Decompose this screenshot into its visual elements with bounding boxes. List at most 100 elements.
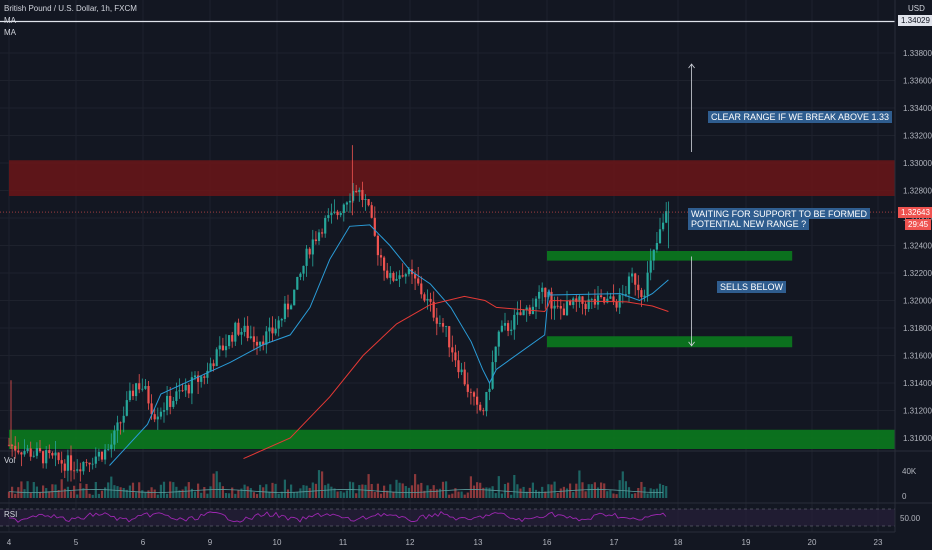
candle-body: [643, 295, 646, 298]
volume-bar: [500, 493, 503, 498]
candle-body: [376, 235, 379, 256]
volume-bar: [445, 481, 448, 498]
candle-body: [79, 469, 82, 472]
volume-bar: [175, 486, 178, 498]
currency-label[interactable]: USD: [908, 4, 925, 13]
volume-bar: [658, 483, 662, 498]
volume-bar: [228, 493, 231, 498]
volume-bar: [339, 491, 342, 498]
volume-bar: [491, 486, 494, 498]
candle-body: [559, 306, 562, 309]
candle-body: [634, 273, 637, 285]
candle-body: [125, 400, 128, 416]
candle-body: [20, 452, 23, 455]
volume-bar: [386, 490, 389, 498]
candle-body: [457, 360, 460, 373]
ma-indicator-label-1[interactable]: MA: [4, 16, 16, 25]
candle-body: [581, 296, 584, 304]
candle-body: [358, 189, 361, 193]
volume-bar: [404, 486, 407, 498]
volume-label[interactable]: Vol: [4, 456, 16, 465]
volume-bar: [395, 479, 398, 498]
price-tick-label: 1.32000: [903, 297, 932, 306]
candle-body: [311, 239, 314, 255]
candle-body: [429, 298, 432, 302]
rsi-label[interactable]: RSI: [4, 510, 18, 519]
time-axis: 4 5 6 9 10 11 12 13 16 17 18 19 20 23: [0, 531, 895, 547]
candle-body: [510, 329, 513, 331]
volume-bar: [534, 489, 538, 498]
volume-bar: [336, 491, 339, 498]
candle-body: [104, 449, 107, 460]
candle-body: [441, 323, 445, 327]
candle-body: [286, 303, 290, 310]
candle-body: [299, 273, 302, 277]
candle-body: [7, 444, 11, 446]
candle-body: [169, 395, 172, 407]
candle-body: [497, 331, 500, 347]
candle-body: [451, 347, 454, 353]
symbol-title: British Pound / U.S. Dollar, 1h, FXCM: [4, 4, 137, 13]
volume-bar: [166, 493, 169, 498]
candle-body: [66, 455, 69, 471]
volume-bar: [212, 473, 215, 498]
volume-bar: [544, 491, 547, 498]
price-tick-label: 1.33800: [903, 49, 932, 58]
volume-bar: [7, 491, 11, 498]
candle-body: [423, 294, 426, 301]
candle-body: [665, 211, 668, 223]
volume-bar: [20, 481, 23, 498]
candle-body: [69, 455, 73, 471]
candle-body: [352, 190, 355, 201]
candle-body: [259, 341, 262, 346]
candle-body: [262, 341, 265, 345]
current-price-tag: 1.32643: [898, 207, 932, 218]
volume-bar: [562, 486, 565, 498]
candle-body: [178, 390, 181, 392]
candle-body: [472, 392, 476, 397]
volume-bar: [11, 486, 14, 498]
candle-body: [575, 298, 578, 302]
volume-bar: [138, 482, 141, 498]
volume-bar: [290, 484, 293, 498]
price-tick-label: 1.32600: [903, 214, 932, 223]
volume-bar: [271, 482, 274, 498]
arrow-up-head: [688, 63, 695, 69]
volume-bar: [634, 493, 637, 498]
volume-bar: [128, 485, 131, 498]
candle-body: [296, 276, 299, 290]
top-line-price-tag: 1.34029: [898, 15, 932, 26]
volume-bar: [274, 483, 277, 498]
candle-body: [252, 336, 255, 342]
candle-body: [265, 331, 268, 345]
candle-body: [314, 239, 317, 242]
volume-bar: [528, 487, 531, 498]
candles: [7, 145, 669, 482]
drawings: [0, 20, 895, 347]
volume-bar: [45, 488, 48, 498]
volume-bar: [618, 480, 621, 498]
candle-body: [166, 395, 169, 411]
volume-bar: [600, 482, 603, 498]
ma-indicator-label-2[interactable]: MA: [4, 28, 16, 37]
volume-bar: [448, 494, 451, 498]
volume-bar: [559, 488, 562, 498]
volume-bar: [135, 492, 138, 498]
volume-bar: [23, 489, 26, 498]
volume-bar: [612, 493, 615, 498]
volume-bar: [69, 491, 73, 498]
volume-bar: [469, 476, 472, 498]
candle-body: [26, 448, 29, 452]
volume-bar: [190, 488, 193, 498]
volume-bar: [550, 484, 553, 498]
volume-bar: [181, 489, 184, 498]
candle-body: [35, 448, 38, 456]
candle-body: [438, 323, 441, 324]
zone-range_bottom: [547, 336, 793, 348]
candle-body: [197, 375, 200, 382]
time-tick-label: 20: [808, 538, 817, 547]
candle-body: [355, 190, 358, 193]
volume-bar: [398, 482, 401, 498]
volume-bar: [215, 471, 218, 498]
